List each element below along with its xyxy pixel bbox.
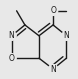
Text: O: O (9, 54, 15, 63)
Text: N: N (9, 31, 15, 40)
Circle shape (62, 31, 71, 40)
Text: O: O (50, 6, 56, 15)
Circle shape (7, 31, 16, 40)
Circle shape (49, 64, 58, 74)
Text: N: N (63, 31, 69, 40)
Circle shape (7, 54, 16, 63)
Text: N: N (50, 65, 56, 74)
Circle shape (49, 6, 58, 15)
